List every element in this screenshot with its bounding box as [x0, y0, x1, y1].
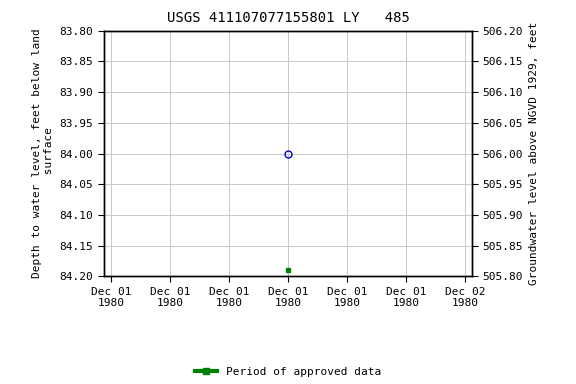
- Legend: Period of approved data: Period of approved data: [191, 362, 385, 382]
- Y-axis label: Depth to water level, feet below land
 surface: Depth to water level, feet below land su…: [32, 29, 54, 278]
- Y-axis label: Groundwater level above NGVD 1929, feet: Groundwater level above NGVD 1929, feet: [529, 22, 539, 285]
- Title: USGS 411107077155801 LY   485: USGS 411107077155801 LY 485: [166, 12, 410, 25]
